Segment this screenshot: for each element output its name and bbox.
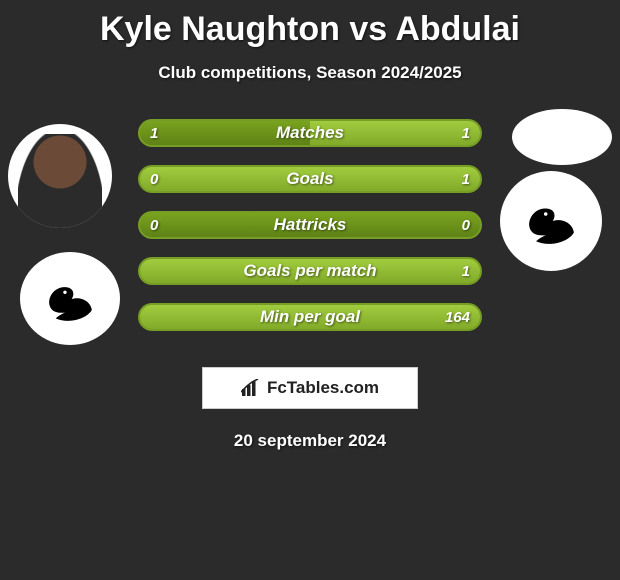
branding-box[interactable]: FcTables.com (202, 367, 418, 409)
bar-chart-icon (241, 379, 263, 397)
stat-row: Goals01 (138, 165, 482, 193)
stat-bar (138, 165, 482, 193)
stat-value-left: 1 (150, 119, 158, 147)
swansea-swan-icon (28, 257, 112, 341)
club-badge-right (500, 171, 602, 271)
stat-value-right: 0 (462, 211, 470, 239)
stat-value-left: 0 (150, 165, 158, 193)
stat-bar-right-fill (140, 259, 480, 283)
stat-value-right: 1 (462, 165, 470, 193)
player-silhouette-icon (18, 134, 102, 228)
stat-row: Min per goal164 (138, 303, 482, 331)
stat-bar-right-fill (310, 121, 480, 145)
player-right-avatar (512, 109, 612, 165)
swansea-swan-icon (507, 177, 595, 265)
page-title: Kyle Naughton vs Abdulai (0, 10, 620, 49)
page-subtitle: Club competitions, Season 2024/2025 (0, 63, 620, 83)
stat-row: Hattricks00 (138, 211, 482, 239)
stat-bar-right-fill (140, 305, 480, 329)
stat-bar-right-fill (140, 167, 480, 191)
stat-value-right: 164 (445, 303, 470, 331)
comparison-card: Kyle Naughton vs Abdulai Club competitio… (0, 0, 620, 451)
stat-bar (138, 303, 482, 331)
stat-bar (138, 119, 482, 147)
player-left-avatar (8, 124, 112, 228)
stat-bar (138, 257, 482, 285)
stat-bar (138, 211, 482, 239)
stat-value-right: 1 (462, 119, 470, 147)
stat-value-right: 1 (462, 257, 470, 285)
date-text: 20 september 2024 (0, 431, 620, 451)
stat-row: Matches11 (138, 119, 482, 147)
branding-text: FcTables.com (267, 378, 379, 398)
stat-value-left: 0 (150, 211, 158, 239)
club-badge-left (20, 252, 120, 345)
stat-row: Goals per match1 (138, 257, 482, 285)
